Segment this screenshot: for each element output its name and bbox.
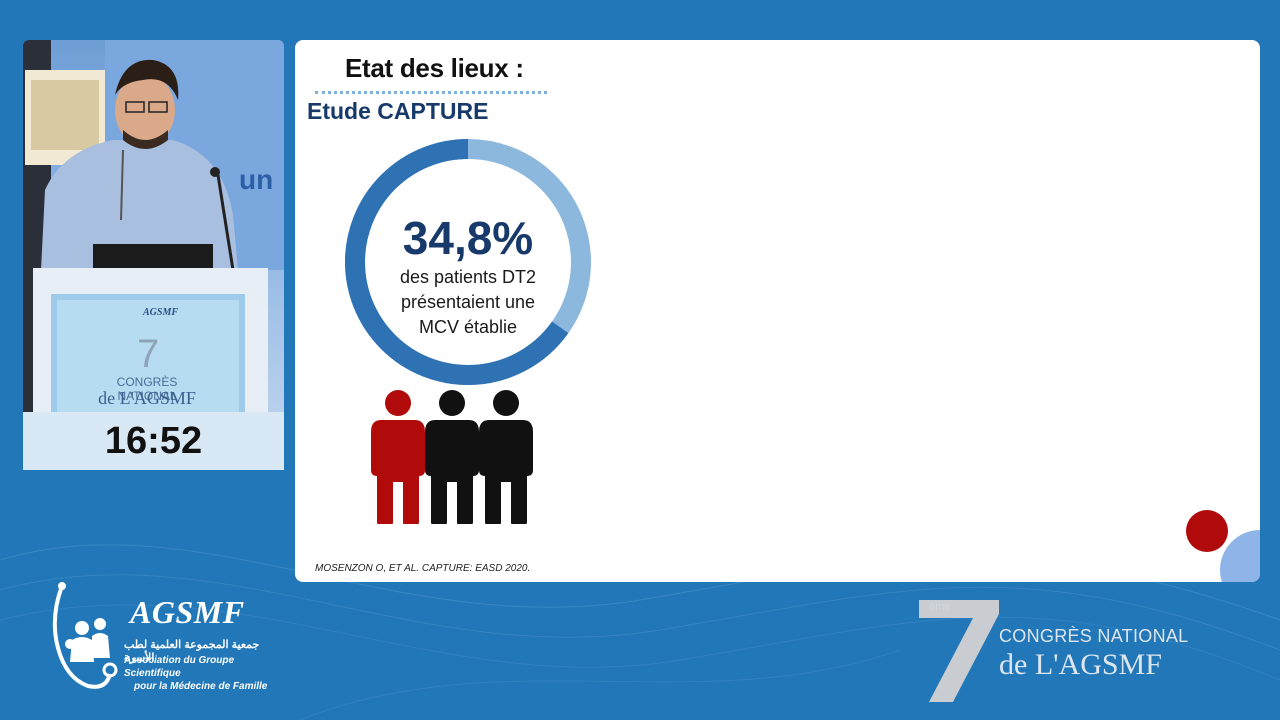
superscript-eme: ème <box>929 601 951 613</box>
congres-title: CONGRÈS NATIONAL <box>999 626 1189 646</box>
backdrop-text: un <box>239 164 274 195</box>
presentation-slide: Etat des lieux : Etude CAPTURE 34,8% des… <box>295 40 1260 582</box>
stat-caption: des patients DT2 présentaient une MCV ét… <box>343 265 593 340</box>
stat-caption-line: des patients DT2 <box>399 267 537 287</box>
congres-subtitle: de L'AGSMF <box>999 648 1162 681</box>
stat-caption-line: MCV établie <box>418 317 518 337</box>
citation: MOSENZON O, ET AL. CAPTURE: EASD 2020. <box>315 563 531 574</box>
podium-line2: de L'AGSMF <box>98 388 196 408</box>
logo-subtitle-line: pour la Médecine de Famille <box>134 681 268 692</box>
stethoscope-family-icon <box>52 582 118 689</box>
title-divider <box>315 91 547 94</box>
agsmf-logo: AGSMF جمعية المجموعة العلمية لطب الأسرة … <box>48 578 278 696</box>
congres-logo: ème CONGRÈS NATIONAL de L'AGSMF <box>915 598 1215 704</box>
logo-name: AGSMF <box>130 594 245 630</box>
logo-arabic: جمعية المجموعة العلمية لطب الأسرة <box>124 639 260 664</box>
podium-number: 7 <box>137 332 160 376</box>
stat-text: 34,8% des patients DT2 présentaient une … <box>343 137 593 387</box>
people-icons <box>371 390 533 524</box>
logo-subtitle-line: Association du Groupe Scientifique <box>124 655 235 679</box>
stat-value: 34,8% <box>402 212 534 264</box>
donut-arc <box>345 139 591 385</box>
slide-title: Etat des lieux : <box>345 53 524 83</box>
podium-line1: CONGRÈS NATIONAL <box>116 375 178 403</box>
timer: 16:52 <box>23 412 284 470</box>
podium-brand: AGSMF <box>143 307 179 318</box>
stat-donut <box>345 139 591 385</box>
stat-caption-line: présentaient une <box>400 292 536 312</box>
speaker-video: AGSMF 7 CONGRÈS NATIONAL de L'AGSMF un <box>23 40 284 412</box>
slide-subtitle: Etude CAPTURE <box>307 98 489 124</box>
big-seven-icon <box>919 600 999 702</box>
person-icon-black <box>425 390 479 524</box>
person-icon-black <box>479 390 533 524</box>
logo-subtitle: Association du Groupe Scientifique pour … <box>124 654 278 693</box>
person-icon-red <box>371 390 425 524</box>
decor-circle-red <box>1186 510 1228 552</box>
